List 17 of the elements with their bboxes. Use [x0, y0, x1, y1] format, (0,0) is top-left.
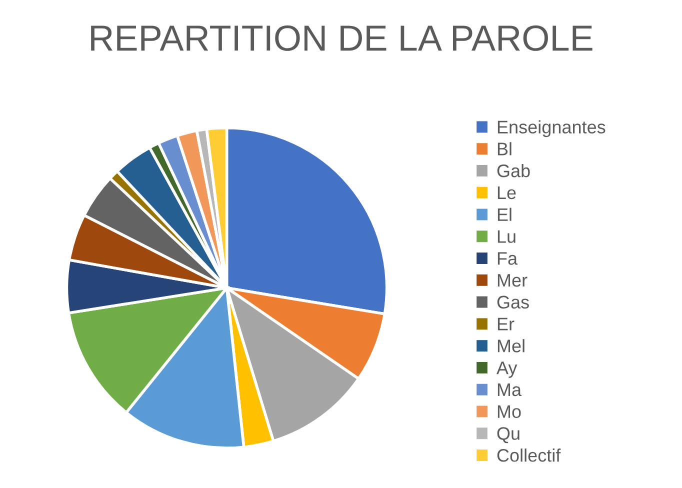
- legend-label: Gab: [497, 164, 530, 178]
- legend-label: Qu: [497, 427, 520, 444]
- legend-label: Mer: [498, 274, 528, 287]
- chart-title: REPARTITION DE LA PAROLE: [91, 25, 592, 51]
- legend-label: Gas: [497, 296, 529, 309]
- legend-label: Collectif: [497, 448, 561, 462]
- legend-label: Mo: [498, 405, 521, 418]
- legend-label: Mel: [498, 339, 524, 352]
- legend-label: Le: [498, 186, 516, 200]
- legend-label: Er: [498, 318, 514, 330]
- legend-label: Fa: [498, 252, 518, 265]
- legend-label: Ay: [496, 362, 518, 378]
- legend-label: Bl: [498, 142, 512, 156]
- legend-label: El: [498, 208, 512, 221]
- legend-label: Ma: [498, 384, 522, 396]
- legend-label: Enseignantes: [498, 120, 606, 138]
- legend-label: Lu: [498, 230, 516, 243]
